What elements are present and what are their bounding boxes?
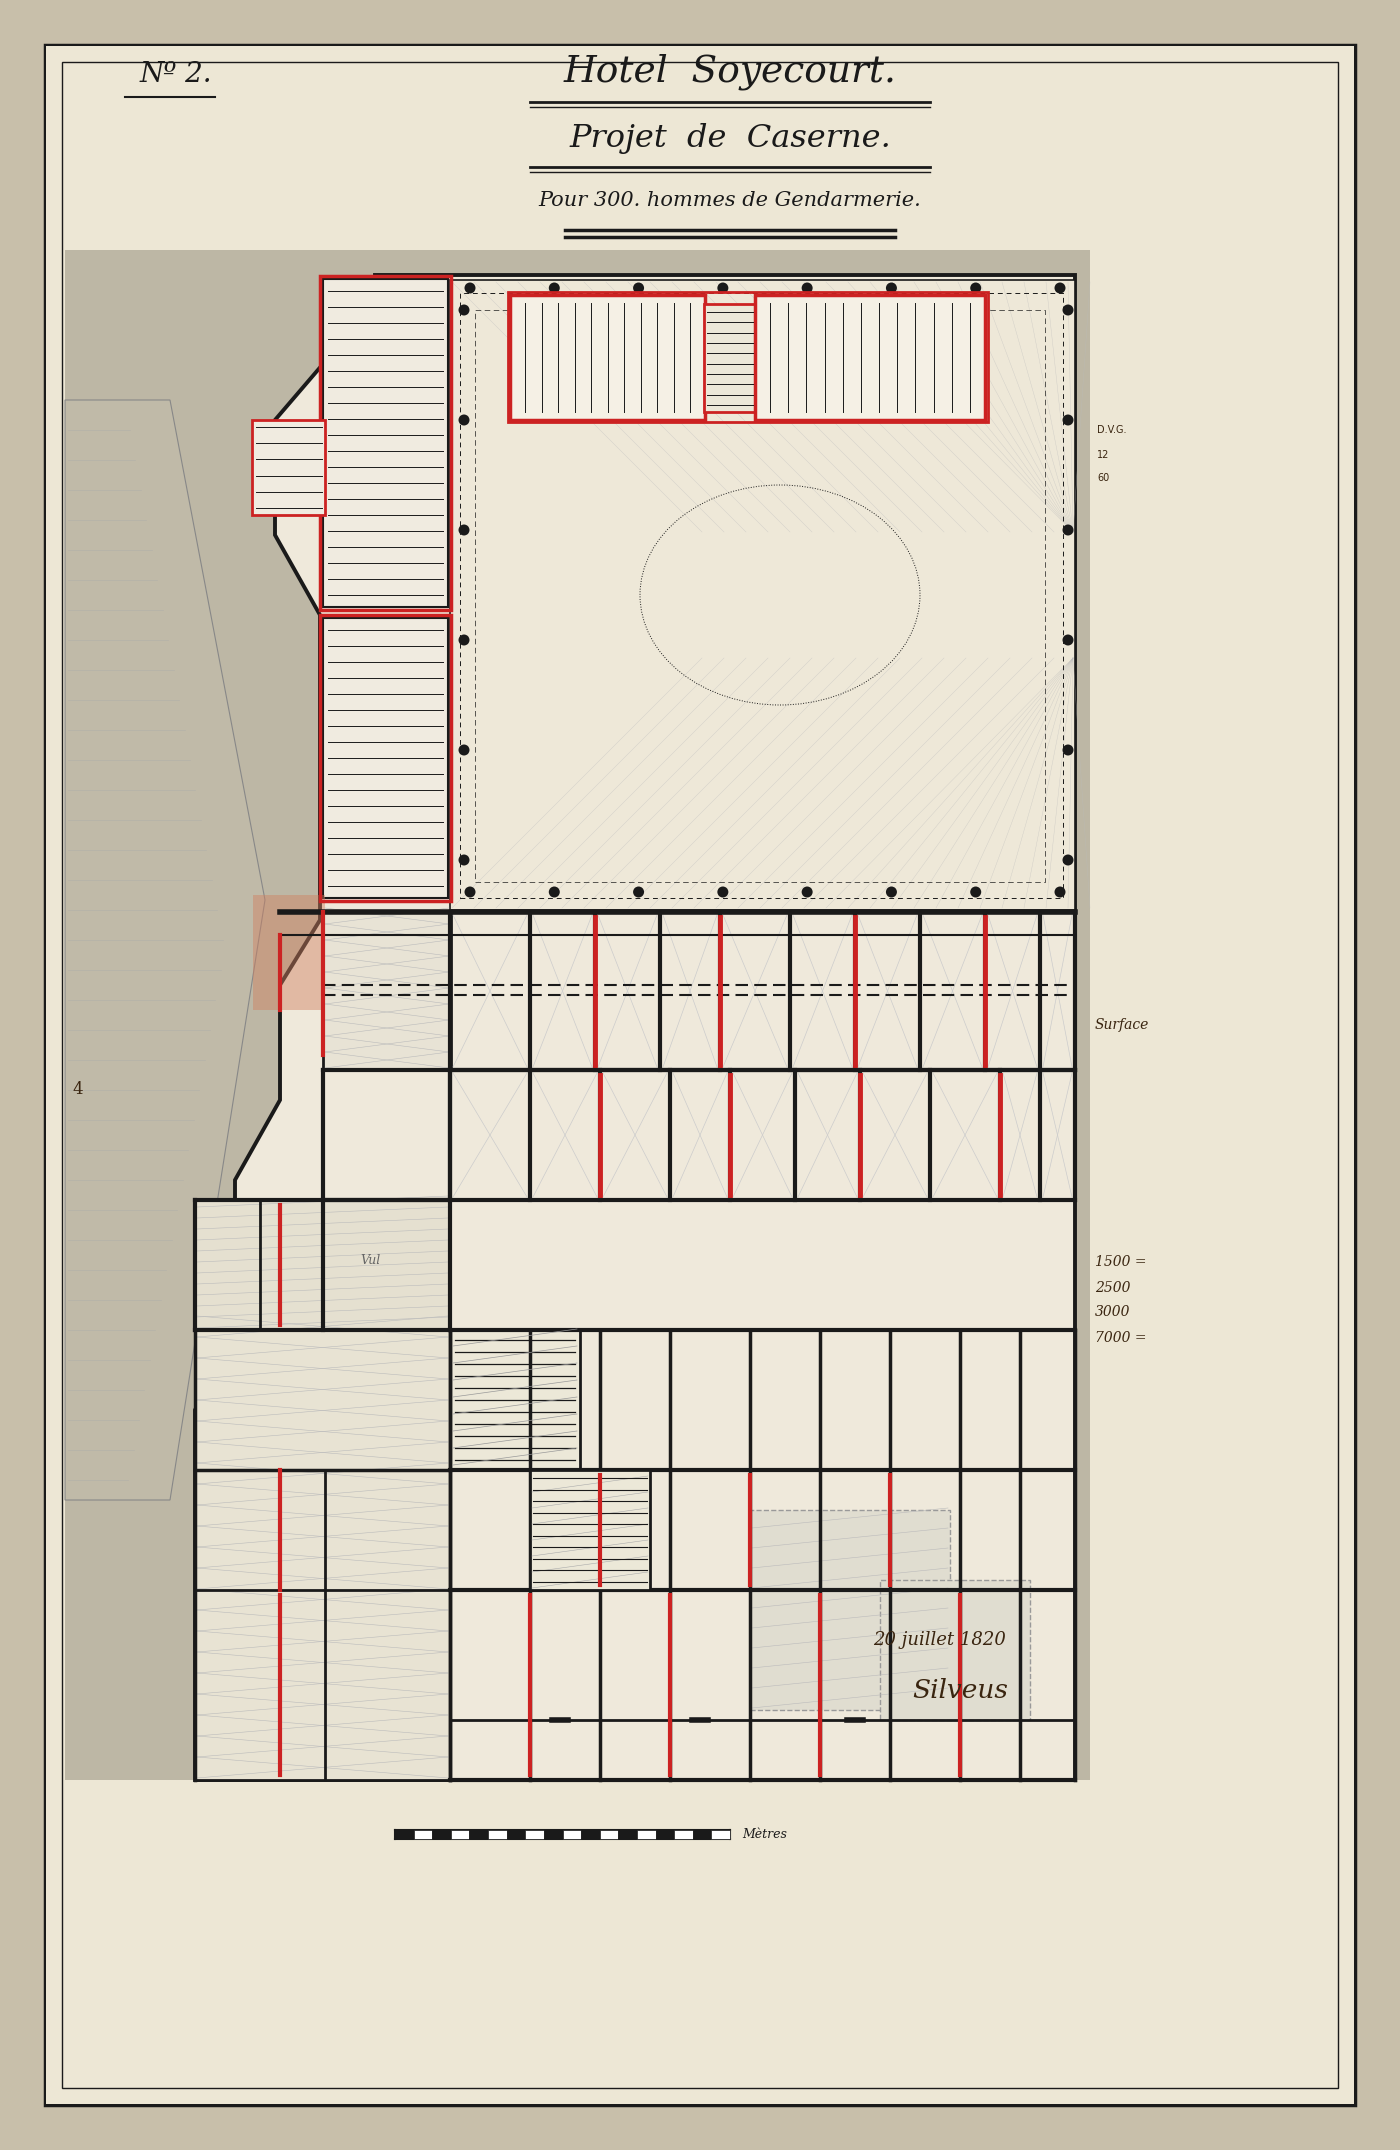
- Circle shape: [465, 886, 476, 897]
- Polygon shape: [64, 400, 265, 1501]
- Circle shape: [970, 282, 981, 295]
- Bar: [323, 912, 451, 1071]
- Bar: [750, 1509, 951, 1709]
- Circle shape: [1063, 634, 1074, 645]
- Circle shape: [633, 886, 644, 897]
- Text: 1500 =
2500
3000
7000 =: 1500 = 2500 3000 7000 =: [1095, 1256, 1147, 1344]
- Bar: [755, 295, 986, 419]
- Bar: [475, 310, 1044, 882]
- Circle shape: [459, 525, 469, 535]
- Text: 12: 12: [1098, 449, 1109, 460]
- Bar: [510, 295, 706, 419]
- Text: D.V.G.: D.V.G.: [1098, 426, 1127, 434]
- Circle shape: [1063, 854, 1074, 866]
- Bar: [323, 280, 448, 606]
- Circle shape: [802, 282, 812, 295]
- Bar: [531, 1471, 650, 1591]
- Bar: [195, 1200, 449, 1331]
- Bar: [395, 1830, 413, 1838]
- Circle shape: [1063, 415, 1074, 426]
- Bar: [253, 894, 325, 1010]
- Text: Hotel  Soyecourt.: Hotel Soyecourt.: [564, 54, 896, 90]
- Bar: [64, 249, 1091, 1780]
- Circle shape: [1063, 305, 1074, 316]
- Circle shape: [1054, 282, 1065, 295]
- Bar: [413, 1830, 433, 1838]
- Circle shape: [465, 282, 476, 295]
- Circle shape: [459, 854, 469, 866]
- Bar: [195, 1331, 449, 1780]
- Circle shape: [717, 282, 728, 295]
- Bar: [489, 1830, 507, 1838]
- Bar: [543, 1830, 563, 1838]
- Text: Mètres: Mètres: [742, 1828, 787, 1840]
- Bar: [711, 1830, 729, 1838]
- Circle shape: [970, 886, 981, 897]
- Bar: [881, 1580, 1030, 1720]
- Bar: [675, 1830, 693, 1838]
- Bar: [451, 1830, 469, 1838]
- Circle shape: [633, 282, 644, 295]
- Circle shape: [549, 282, 560, 295]
- Circle shape: [886, 282, 897, 295]
- Circle shape: [549, 886, 560, 897]
- Circle shape: [459, 744, 469, 755]
- Text: Pour 300. hommes de Gendarmerie.: Pour 300. hommes de Gendarmerie.: [539, 191, 921, 209]
- Bar: [581, 1830, 599, 1838]
- Bar: [655, 1830, 675, 1838]
- Bar: [461, 292, 1063, 899]
- Text: 20 juillet 1820: 20 juillet 1820: [874, 1632, 1007, 1649]
- Bar: [525, 1830, 543, 1838]
- Text: 4: 4: [73, 1081, 84, 1099]
- Circle shape: [459, 415, 469, 426]
- Bar: [599, 1830, 619, 1838]
- Text: Nº 2.: Nº 2.: [140, 62, 213, 88]
- Text: Vul: Vul: [360, 1253, 381, 1266]
- Circle shape: [1063, 744, 1074, 755]
- Bar: [449, 1331, 580, 1471]
- Bar: [252, 419, 325, 516]
- Bar: [693, 1830, 711, 1838]
- Bar: [507, 1830, 525, 1838]
- Text: Surface: Surface: [1095, 1017, 1149, 1032]
- Bar: [637, 1830, 655, 1838]
- Circle shape: [1063, 525, 1074, 535]
- Polygon shape: [195, 275, 1075, 1780]
- Bar: [321, 615, 451, 901]
- Bar: [563, 1830, 581, 1838]
- Circle shape: [459, 634, 469, 645]
- Bar: [469, 1830, 489, 1838]
- Circle shape: [1054, 886, 1065, 897]
- Bar: [321, 275, 451, 611]
- Bar: [449, 280, 1075, 909]
- Bar: [619, 1830, 637, 1838]
- Bar: [704, 303, 756, 413]
- Circle shape: [886, 886, 897, 897]
- Text: Projet  de  Caserne.: Projet de Caserne.: [570, 123, 890, 153]
- Circle shape: [802, 886, 812, 897]
- Text: Silveus: Silveus: [911, 1677, 1008, 1703]
- Text: 60: 60: [1098, 473, 1109, 484]
- Circle shape: [459, 305, 469, 316]
- Bar: [433, 1830, 451, 1838]
- Bar: [508, 292, 988, 421]
- Circle shape: [717, 886, 728, 897]
- Bar: [323, 617, 448, 899]
